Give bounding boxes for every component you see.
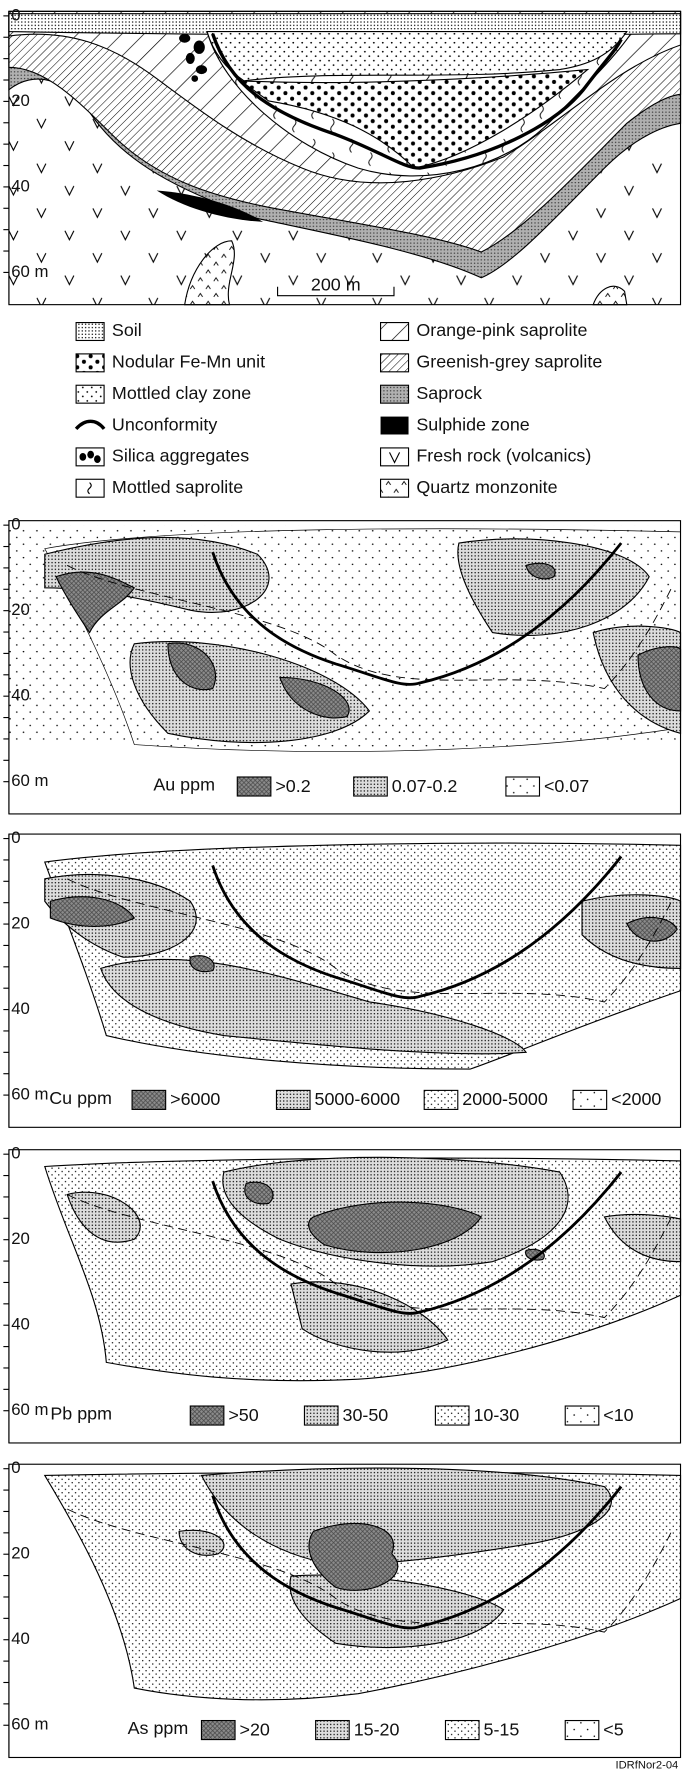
geochem-panel: Cu ppm >6000 5000-6000 2000-5000 <2000 bbox=[9, 834, 681, 1127]
depth-label: 20 bbox=[11, 1544, 30, 1563]
class-swatch bbox=[435, 1406, 469, 1425]
legend-swatch bbox=[76, 323, 104, 341]
class-label: 10-30 bbox=[473, 1405, 519, 1425]
geochem-panel: Pb ppm >50 30-50 10-30 <10 bbox=[9, 1150, 681, 1443]
depth-label: 0 bbox=[11, 515, 20, 534]
class-swatch bbox=[276, 1090, 310, 1109]
credit: IDRfNor2-04 bbox=[615, 1759, 678, 1770]
legend-label: Sulphide zone bbox=[416, 414, 529, 434]
class-label: 15-20 bbox=[354, 1719, 400, 1739]
legend-swatch bbox=[79, 453, 86, 461]
class-label: <0.07 bbox=[544, 776, 589, 796]
class-swatch bbox=[565, 1406, 599, 1425]
depth-label: 40 bbox=[11, 1315, 30, 1334]
class-label: 5-15 bbox=[484, 1719, 520, 1739]
legend-label: Silica aggregates bbox=[112, 446, 249, 466]
legend-label: Saprock bbox=[416, 383, 482, 403]
depth-label: 20 bbox=[11, 1229, 30, 1248]
depth-label: 40 bbox=[11, 686, 30, 705]
section: 200 m bbox=[9, 11, 681, 304]
legend-swatch bbox=[381, 354, 409, 372]
class-label: >6000 bbox=[170, 1089, 220, 1109]
legend-swatch bbox=[76, 421, 104, 429]
legend-label: Mottled saprolite bbox=[112, 477, 243, 497]
depth-label: 0 bbox=[11, 5, 20, 24]
legend-label: Quartz monzonite bbox=[416, 477, 557, 497]
legend-label: Orange-pink saprolite bbox=[416, 320, 587, 340]
legend-label: Fresh rock (volcanics) bbox=[416, 446, 591, 466]
class-label: >20 bbox=[240, 1719, 270, 1739]
depth-label: 20 bbox=[11, 914, 30, 933]
class-label: 5000-6000 bbox=[315, 1089, 401, 1109]
class-label: <10 bbox=[603, 1405, 633, 1425]
class-label: 30-50 bbox=[343, 1405, 389, 1425]
depth-label: 60 m bbox=[11, 771, 48, 790]
legend-swatch bbox=[76, 354, 104, 372]
class-swatch bbox=[201, 1721, 235, 1740]
legend-swatch bbox=[87, 451, 94, 459]
legend-swatch bbox=[76, 385, 104, 403]
element-label: Cu ppm bbox=[49, 1088, 112, 1108]
class-label: <5 bbox=[603, 1719, 623, 1739]
class-swatch bbox=[304, 1406, 338, 1425]
legend-swatch bbox=[381, 417, 409, 435]
legend-label: Soil bbox=[112, 320, 142, 340]
depth-label: 40 bbox=[11, 999, 30, 1018]
depth-label: 40 bbox=[11, 1629, 30, 1648]
depth-label: 40 bbox=[11, 176, 30, 195]
class-label: <2000 bbox=[611, 1089, 661, 1109]
class-label: >0.2 bbox=[275, 776, 310, 796]
class-swatch bbox=[354, 777, 388, 796]
geochem-panel: Au ppm >0.2 0.07-0.2 <0.07 bbox=[9, 521, 681, 814]
class-swatch bbox=[573, 1090, 607, 1109]
legend-label: Greenish-grey saprolite bbox=[416, 352, 602, 372]
depth-label: 0 bbox=[11, 828, 20, 847]
class-swatch bbox=[132, 1090, 166, 1109]
legend-swatch bbox=[381, 385, 409, 403]
element-label: Au ppm bbox=[153, 775, 215, 795]
class-label: 0.07-0.2 bbox=[392, 776, 458, 796]
depth-label: 60 m bbox=[11, 262, 48, 281]
legend-label: Nodular Fe-Mn unit bbox=[112, 352, 265, 372]
class-label: >50 bbox=[228, 1405, 258, 1425]
depth-label: 0 bbox=[11, 1458, 20, 1477]
class-swatch bbox=[316, 1721, 350, 1740]
element-label: As ppm bbox=[128, 1718, 189, 1738]
element-label: Pb ppm bbox=[50, 1404, 112, 1424]
legend-label: Unconformity bbox=[112, 414, 217, 434]
legend-label: Mottled clay zone bbox=[112, 383, 251, 403]
scale-label: 200 m bbox=[311, 274, 361, 294]
class-swatch bbox=[565, 1721, 599, 1740]
class-swatch bbox=[424, 1090, 458, 1109]
legend-swatch bbox=[381, 479, 409, 497]
class-label: 2000-5000 bbox=[462, 1089, 548, 1109]
depth-label: 20 bbox=[11, 91, 30, 110]
class-swatch bbox=[190, 1406, 224, 1425]
figure: 200 m IDRfNor2-04 0 20 40 60 m Soil Nodular F… bbox=[0, 0, 685, 1770]
class-swatch bbox=[237, 777, 271, 796]
depth-label: 20 bbox=[11, 600, 30, 619]
depth-label: 60 m bbox=[11, 1715, 48, 1734]
depth-label: 60 m bbox=[11, 1400, 48, 1419]
legend-swatch bbox=[381, 323, 409, 341]
depth-label: 60 m bbox=[11, 1085, 48, 1104]
depth-label: 0 bbox=[11, 1144, 20, 1163]
class-swatch bbox=[445, 1721, 479, 1740]
geochem-panel: As ppm >20 15-20 5-15 <5 bbox=[9, 1464, 681, 1757]
class-swatch bbox=[506, 777, 540, 796]
legend-swatch bbox=[94, 455, 101, 463]
